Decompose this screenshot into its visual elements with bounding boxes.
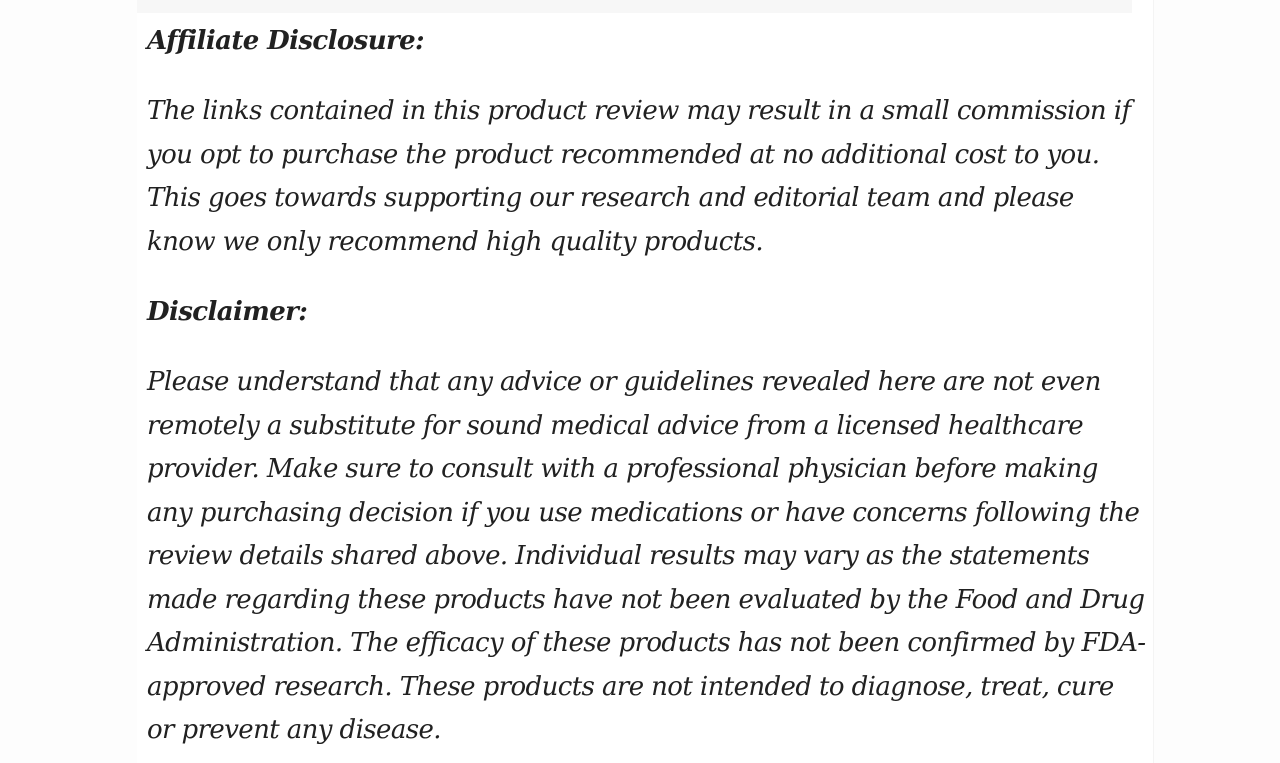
article-content-column: Affiliate Disclosure: The links containe… (137, 0, 1154, 763)
disclosure-text-block: Affiliate Disclosure: The links containe… (137, 13, 1153, 753)
disclaimer-heading: Disclaimer: (147, 297, 308, 327)
content-top-divider (137, 0, 1132, 13)
affiliate-disclosure-heading: Affiliate Disclosure: (147, 26, 425, 56)
disclaimer-paragraph: Please understand that any advice or gui… (147, 367, 1146, 745)
affiliate-disclosure-paragraph: The links contained in this product revi… (147, 96, 1131, 257)
